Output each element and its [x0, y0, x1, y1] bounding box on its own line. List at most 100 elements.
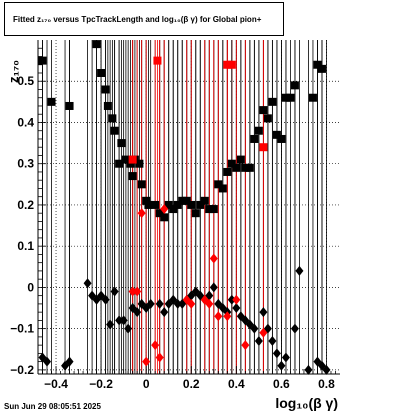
data-point-diamond: [133, 307, 142, 318]
data-point-diamond: [133, 286, 142, 297]
data-point-square: [277, 134, 286, 143]
y-tick-label: −0.1: [10, 322, 34, 336]
data-point-diamond: [155, 298, 164, 309]
y-tick-label: 0.5: [17, 74, 34, 88]
data-point-square: [232, 163, 241, 172]
data-point-square: [187, 200, 196, 209]
data-point-square: [155, 209, 164, 218]
data-point-diamond: [290, 323, 299, 334]
data-point-square: [38, 56, 47, 65]
data-point-diamond: [259, 307, 268, 318]
data-point-diamond: [128, 286, 137, 297]
data-point-diamond: [250, 323, 259, 334]
data-point-square: [153, 56, 162, 65]
data-point-square: [135, 159, 144, 168]
data-point-square: [259, 143, 268, 152]
x-tick-label: 0.4: [228, 377, 245, 391]
data-point-square: [223, 60, 232, 69]
data-point-square: [97, 68, 106, 77]
data-markers: [38, 40, 331, 375]
data-point-square: [227, 159, 236, 168]
chart-title-box: Fitted z₁₇₀ versus TpcTrackLength and lo…: [4, 2, 284, 36]
x-axis-label: log₁₀(β γ): [275, 395, 338, 411]
data-point-diamond: [146, 298, 155, 309]
data-point-square: [313, 60, 322, 69]
data-point-square: [236, 155, 245, 164]
data-point-square: [169, 205, 178, 214]
data-point-square: [151, 200, 160, 209]
y-tick-label: 0.3: [17, 157, 34, 171]
data-point-square: [126, 159, 135, 168]
data-point-diamond: [295, 265, 304, 276]
data-point-diamond: [43, 356, 52, 367]
data-point-diamond: [209, 253, 218, 264]
data-point-diamond: [119, 315, 128, 326]
data-point-square: [144, 200, 153, 209]
data-point-square: [268, 97, 277, 106]
data-point-square: [101, 85, 110, 94]
data-point-square: [160, 213, 169, 222]
axes: −0.4 −0.2 0 0.2 0.4 0.6 0.8 −0.2 −0.1 0 0.1 0.2 0.3 0…: [10, 40, 340, 391]
data-point-diamond: [214, 311, 223, 322]
data-point-diamond: [241, 340, 250, 351]
data-point-diamond: [254, 336, 263, 347]
data-point-diamond: [227, 294, 236, 305]
data-point-square: [254, 126, 263, 135]
data-point-square: [115, 159, 124, 168]
data-point-diamond: [259, 327, 268, 338]
data-point-diamond: [173, 298, 182, 309]
x-tick-label: 0: [143, 377, 150, 391]
data-point-square: [191, 209, 200, 218]
data-point-diamond: [304, 364, 313, 375]
x-tick-label: 0.2: [183, 377, 200, 391]
data-point-square: [103, 101, 112, 110]
data-point-square: [196, 200, 205, 209]
data-point-square: [164, 200, 173, 209]
data-point-square: [182, 196, 191, 205]
data-point-square: [227, 60, 236, 69]
data-point-square: [241, 163, 250, 172]
data-point-diamond: [115, 315, 124, 326]
data-point-square: [128, 155, 137, 164]
data-point-diamond: [281, 352, 290, 363]
y-axis-label: z₁₇₀: [6, 60, 21, 83]
data-point-square: [290, 81, 299, 90]
y-tick-label: 0.1: [17, 239, 34, 253]
data-point-square: [65, 101, 74, 110]
data-point-square: [137, 180, 146, 189]
data-point-diamond: [268, 336, 277, 347]
data-point-diamond: [137, 208, 146, 219]
data-point-square: [245, 163, 254, 172]
x-tick-label: 0.6: [273, 377, 290, 391]
data-point-square: [214, 180, 223, 189]
data-point-square: [47, 97, 56, 106]
data-point-square: [117, 139, 126, 148]
data-point-diamond: [160, 204, 169, 215]
data-point-diamond: [142, 356, 151, 367]
data-point-square: [108, 114, 117, 123]
data-point-diamond: [272, 348, 281, 359]
chart-title: Fitted z₁₇₀ versus TpcTrackLength and lo…: [13, 15, 262, 24]
data-point-diamond: [232, 303, 241, 314]
y-tick-label: 0.4: [17, 115, 34, 129]
data-point-diamond: [155, 352, 164, 363]
data-point-square: [178, 196, 187, 205]
data-point-square: [110, 126, 119, 135]
data-point-diamond: [187, 298, 196, 309]
data-point-square: [209, 205, 218, 214]
data-point-square: [272, 130, 281, 139]
data-point-square: [92, 40, 101, 49]
timestamp: Sun Jun 29 08:05:51 2025: [4, 402, 101, 411]
data-point-diamond: [209, 282, 218, 293]
data-point-square: [128, 172, 137, 181]
x-tick-label: −0.4: [44, 377, 68, 391]
data-point-diamond: [277, 360, 286, 371]
data-point-diamond: [106, 319, 115, 330]
data-point-diamond: [223, 311, 232, 322]
data-point-square: [142, 196, 151, 205]
data-point-diamond: [110, 286, 119, 297]
y-tick-label: 0.2: [17, 198, 34, 212]
error-bars: [42, 40, 327, 374]
data-point-diamond: [205, 298, 214, 309]
